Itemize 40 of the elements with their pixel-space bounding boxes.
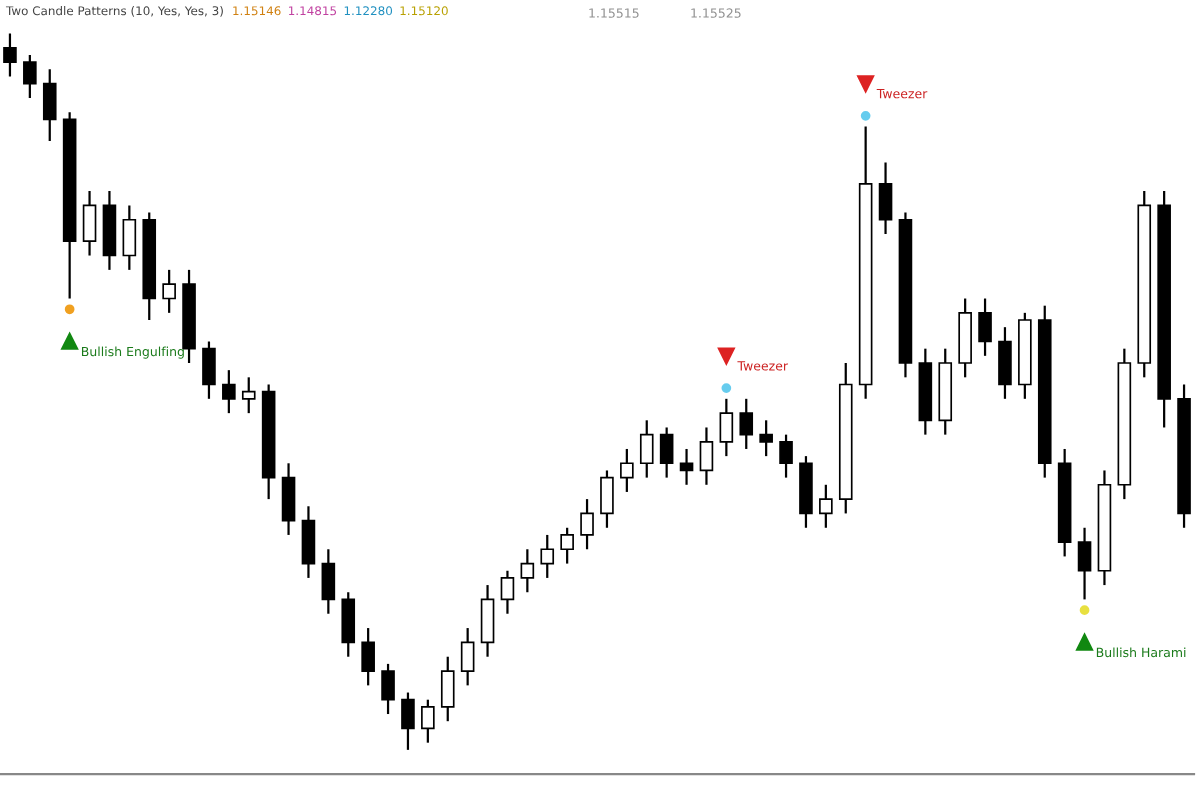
candlestick [222,369,236,415]
candlestick [401,691,415,751]
candlestick [819,483,833,529]
candlestick [500,569,515,615]
candlestick [759,419,773,458]
candlestick [540,533,555,580]
candlestick [301,505,316,580]
candlestick [600,469,614,529]
candlestick [421,698,435,744]
candlestick [520,548,535,594]
candlestick [480,583,495,658]
candlestick [381,662,395,716]
candlestick [202,340,216,400]
candlestick [460,626,475,687]
candlestick [440,655,455,723]
candlestick [878,161,893,236]
candlestick [978,297,992,357]
candlestick [23,53,37,100]
candlestick [281,462,296,537]
candlestick [122,204,137,271]
candlestick [361,626,375,687]
candlestick [321,548,336,615]
candlestick [998,326,1012,400]
candlestick [560,526,574,565]
candlestick [341,591,356,658]
candlestick [779,433,793,479]
candlestick [679,447,694,486]
candlestick [659,426,674,479]
candlestick [719,397,734,458]
candlestick [1077,526,1092,601]
candlestick [580,498,594,551]
candlestick [620,447,634,494]
candlestick [699,426,714,486]
candlestick [42,68,57,143]
candlestick [82,189,97,257]
candlestick [162,268,176,314]
candlestick [3,32,17,78]
candlestick [639,419,654,479]
candlestick [739,397,754,451]
candlestick [241,376,256,415]
